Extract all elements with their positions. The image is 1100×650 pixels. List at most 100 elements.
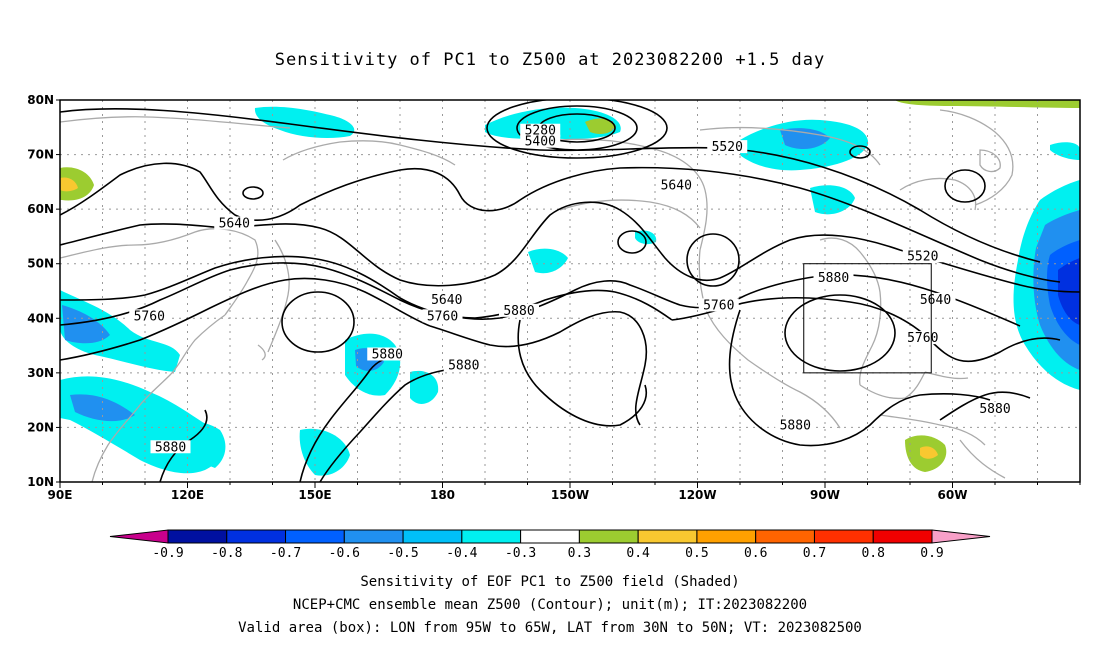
shade-orange-w [60,177,78,192]
lon-tick-label: 150W [551,488,589,502]
colorbar-level-label: -0.5 [387,546,418,561]
colorbar-level-label: 0.3 [568,546,591,561]
contour-label-bg [129,309,170,323]
colorbar-level-label: -0.4 [446,546,477,561]
shade-cyan-westpac [60,290,180,372]
contour-label: 5880 [979,402,1010,417]
lon-tick-label: 150E [298,488,331,502]
colorbar-swatch [461,529,522,544]
lat-tick-label: 60N [27,202,54,216]
lon-tick-label: 90W [810,488,840,502]
lon-tick-label: 180 [430,488,455,502]
contour-label: 5760 [134,309,165,324]
contour-label: 5400 [525,135,556,150]
contour-label: 5880 [503,304,534,319]
contour-label-bg [214,216,255,230]
lat-tick-label: 10N [27,475,54,489]
contour-label-bg [698,298,739,312]
contour-label-bg [499,303,539,317]
colorbar-swatch [343,529,404,544]
colorbar-swatch [872,529,933,544]
lon-tick-label: 120E [171,488,204,502]
lat-tick-label: 80N [27,93,54,107]
contour-label: 5640 [219,217,250,232]
colorbar-level-label: -0.7 [270,546,301,561]
colorbar-level-label: -0.8 [211,546,242,561]
colorbar-level-label: -0.3 [505,546,536,561]
shade-cyan-siberia [254,106,355,138]
contour-label: 5880 [155,440,186,455]
lat-tick-label: 20N [27,420,54,434]
caption-valid-area: Valid area (box): LON from 95W to 65W, L… [238,620,862,636]
lon-tick-label: 60W [938,488,968,502]
colorbar-level-label: 0.6 [744,546,767,561]
contour-label-bg [426,292,467,306]
lat-tick-label: 70N [27,148,54,162]
colorbar-swatch [402,529,463,544]
shade-cyan-mid-pac3 [299,428,350,476]
contour-label: 5880 [818,271,849,286]
contour-label: 5520 [907,249,938,264]
contour-label-bg [975,402,1015,416]
contour-label: 5880 [448,358,479,373]
colorbar-swatch [520,529,580,544]
contour-label-bg [443,358,484,372]
coastlines [60,109,1014,482]
shade-cyan-hudson [810,185,855,215]
contour-label-bg [422,309,463,323]
contour-label-bg [520,123,561,137]
colorbar-level-label: 0.4 [626,546,650,561]
map-title: Sensitivity of PC1 to Z500 at 2023082200… [274,50,826,70]
colorbar-low-triangle [109,529,169,544]
caption-shading: Sensitivity of EOF PC1 to Z500 field (Sh… [360,574,740,590]
colorbar-swatch [167,529,228,544]
colorbar-level-label: 0.5 [685,546,708,561]
colorbar-level-label: 0.7 [803,546,826,561]
contour-label: 5880 [780,418,811,433]
contour-label: 5640 [661,178,692,193]
lon-tick-label: 120W [678,488,716,502]
colorbar-level-label: 0.8 [861,546,884,561]
shade-cyan-goa [528,248,568,274]
contour-label-bg [150,440,191,454]
contour-label: 5520 [712,140,743,155]
contour-label-bg [902,331,943,345]
contour-label-bg [520,134,561,148]
contour-label-bg [367,347,408,361]
colorbar-swatch [696,529,757,544]
contour-label: 5760 [907,331,938,346]
shade-blue-westpac [62,305,110,344]
contour-label: 5760 [703,298,734,313]
shade-cyan-arctic-n [485,107,621,140]
colorbar-swatch [285,529,345,544]
colorbar-swatch [755,529,815,544]
shade-blue-canada-n [780,128,830,150]
shade-green-arctic [585,118,616,134]
colorbar: -0.9 -0.8 -0.7 -0.6 -0.5 -0.4 -0.3 0.3 0.4 0.5 0.6… [109,529,991,561]
lat-tick-label: 50N [27,257,54,271]
lon-tick-label: 90E [48,488,73,502]
shade-yellow-carib [920,446,938,459]
colorbar-swatch [637,529,698,544]
colorbar-swatch [813,529,874,544]
lat-tick-label: 30N [27,366,54,380]
contour-label-bg [915,292,956,306]
colorbar-swatch [578,529,639,544]
contour-label: 5760 [427,309,458,324]
colorbar-high-triangle [931,529,991,544]
contour-label: 5640 [431,293,462,308]
colorbar-level-label: -0.9 [152,546,183,561]
contour-label-bg [813,271,854,285]
colorbar-level-label: 0.9 [920,546,943,561]
contour-label-bg [707,140,748,154]
shade-cyan-greenland-e [1050,142,1080,160]
shade-green-greenland [895,100,1080,108]
shade-green-w [60,167,94,201]
caption-contour: NCEP+CMC ensemble mean Z500 (Contour); u… [292,597,808,613]
shade-blue-trop-w [70,394,135,422]
contour-label: 5880 [372,347,403,362]
colorbar-level-label: -0.6 [329,546,360,561]
